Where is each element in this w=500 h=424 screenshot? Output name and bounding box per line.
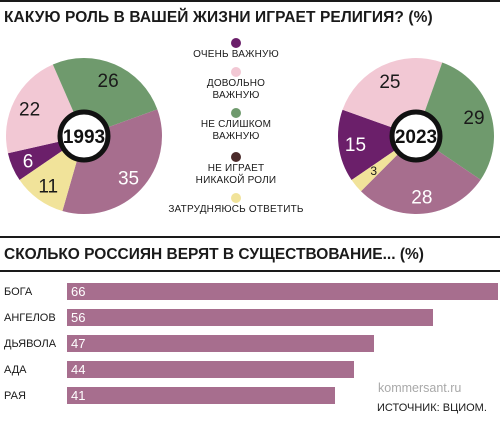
legend-dot-hard-to-say [231, 193, 241, 203]
pie-1993-label-0: 6 [23, 151, 34, 172]
legend-dot-not-very-important [231, 108, 241, 118]
section2-underline [0, 270, 500, 272]
source-note: ИСТОЧНИК: ВЦИОМ. [377, 402, 487, 414]
legend-item-hard-to-say: ЗАТРУДНЯЮСЬ ОТВЕТИТЬ [166, 193, 306, 216]
legend-label-fairly-important: ДОВОЛЬНО ВАЖНУЮ [206, 78, 266, 101]
watermark: kommersant.ru [378, 381, 462, 395]
pie-1993-year: 1993 [63, 127, 105, 148]
bar-value-label: 47 [71, 336, 86, 351]
bar: 47 [67, 335, 374, 352]
bar-value-label: 44 [71, 362, 86, 377]
middle-rule [0, 236, 500, 238]
bar-value-label: 41 [71, 388, 86, 403]
chart-title-beliefs: СКОЛЬКО РОССИЯН ВЕРЯТ В СУЩЕСТВОВАНИЕ...… [4, 246, 424, 263]
bar: 41 [67, 387, 335, 404]
bar: 66 [67, 283, 498, 300]
legend-item-no-role: НЕ ИГРАЕТ НИКАКОЙ РОЛИ [166, 152, 306, 187]
pie-chart-2023: 15 25 29 28 3 2023 [338, 57, 494, 214]
bar-category-label: ДЬЯВОЛА [4, 338, 57, 350]
pie-2023-label-3: 28 [411, 188, 432, 209]
bar-category-label: РАЯ [4, 390, 26, 402]
legend-label-very-important: ОЧЕНЬ ВАЖНУЮ [193, 49, 279, 60]
legend-label-hard-to-say: ЗАТРУДНЯЮСЬ ОТВЕТИТЬ [168, 204, 304, 215]
bar-category-label: АДА [4, 364, 27, 376]
pie-2023-slice-3 [360, 136, 481, 214]
legend-dot-very-important [231, 38, 241, 48]
legend-dot-fairly-important [231, 67, 241, 77]
pie-1993-label-4: 11 [38, 176, 58, 197]
pie-2023-label-2: 29 [463, 108, 484, 129]
bar-value-label: 66 [71, 284, 86, 299]
bar-value-label: 56 [71, 310, 86, 325]
legend-label-no-role: НЕ ИГРАЕТ НИКАКОЙ РОЛИ [195, 163, 277, 186]
legend-dot-no-role [231, 152, 241, 162]
legend-label-not-very-important: НЕ СЛИШКОМ ВАЖНУЮ [200, 119, 272, 142]
pie-2023-label-4: 3 [370, 164, 377, 178]
pie-chart-1993: 6 22 26 35 11 1993 [6, 58, 163, 214]
legend-item-fairly-important: ДОВОЛЬНО ВАЖНУЮ [166, 67, 306, 102]
bar-category-label: БОГА [4, 286, 33, 298]
pie-1993-center-ring [57, 109, 111, 163]
pie-1993-label-2: 26 [98, 71, 119, 92]
pie-2023-label-1: 25 [379, 72, 400, 93]
pie-2023-label-0: 15 [345, 135, 366, 156]
pie-1993-label-3: 35 [118, 169, 139, 190]
pie-2023-slice-2 [416, 62, 494, 180]
legend-item-very-important: ОЧЕНЬ ВАЖНУЮ [166, 38, 306, 61]
pie-2023-center-ring [389, 109, 443, 163]
pie-2023-slice-0 [338, 109, 416, 180]
legend-item-not-very-important: НЕ СЛИШКОМ ВАЖНУЮ [166, 108, 306, 143]
bar: 56 [67, 309, 433, 326]
bar-category-label: АНГЕЛОВ [4, 312, 56, 324]
pie-2023-year: 2023 [395, 127, 437, 148]
pie-1993-label-1: 22 [19, 99, 40, 120]
chart-title-religion-role: КАКУЮ РОЛЬ В ВАШЕЙ ЖИЗНИ ИГРАЕТ РЕЛИГИЯ?… [4, 9, 433, 26]
top-rule [0, 0, 500, 2]
bar: 44 [67, 361, 355, 378]
